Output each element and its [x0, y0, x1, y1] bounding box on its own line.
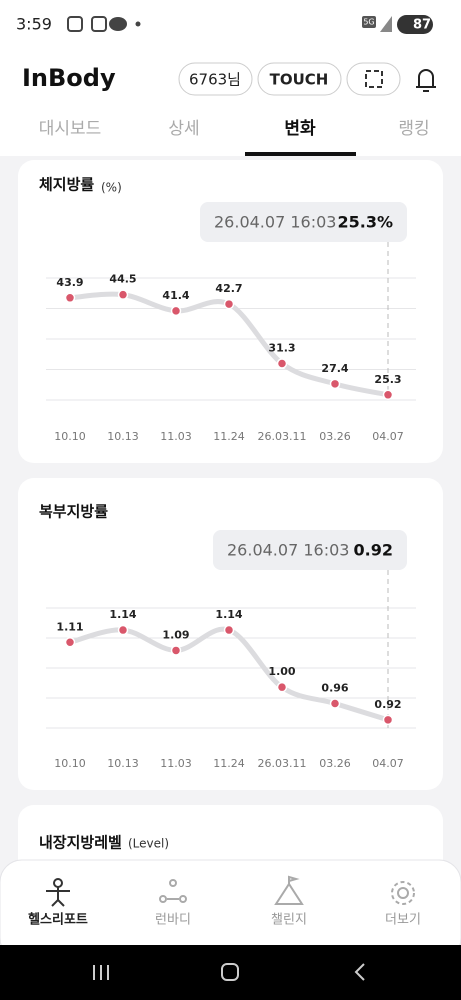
x-tick-label: 26.03.11 — [258, 757, 307, 770]
data-point — [170, 305, 182, 317]
data-point — [64, 292, 76, 304]
home-button[interactable] — [221, 963, 239, 981]
data-point — [276, 681, 288, 693]
tooltip — [200, 202, 407, 242]
qr-icon — [365, 70, 383, 88]
x-tick-label: 26.03.11 — [258, 430, 307, 443]
tooltip-value: 0.92 — [354, 541, 393, 560]
data-label: 25.3 — [374, 373, 401, 386]
x-tick-label: 10.10 — [54, 757, 86, 770]
nav-label-active[interactable]: 헬스리포트 — [28, 912, 88, 928]
data-label: 1.11 — [56, 620, 83, 633]
nav-icon — [159, 875, 415, 905]
data-point — [117, 624, 129, 636]
status-icon — [67, 16, 83, 32]
bell-icon[interactable] — [416, 69, 436, 92]
user-button[interactable] — [178, 62, 253, 96]
data-label: 27.4 — [321, 362, 348, 375]
data-label: 41.4 — [162, 289, 189, 302]
x-tick-label: 04.07 — [372, 430, 404, 443]
tab[interactable]: 상세 — [168, 119, 199, 139]
data-point — [117, 289, 129, 300]
x-tick-label: 11.24 — [213, 430, 245, 443]
x-tick-label: 10.13 — [107, 757, 139, 770]
tab-indicator — [245, 152, 356, 156]
data-label: 44.5 — [109, 273, 136, 286]
x-tick-label: 11.24 — [213, 757, 245, 770]
data-label: 42.7 — [215, 282, 242, 295]
x-tick-label: 10.10 — [54, 430, 86, 443]
data-point — [329, 378, 341, 390]
x-tick-label: 03.26 — [319, 430, 351, 443]
x-tick-label: 11.03 — [160, 757, 192, 770]
nav-icon — [46, 878, 70, 907]
x-tick-label: 04.07 — [372, 757, 404, 770]
system-nav — [0, 945, 461, 1000]
data-label: 31.3 — [268, 342, 295, 355]
tooltip-value: 25.3% — [337, 213, 393, 232]
data-label: 1.09 — [162, 628, 189, 641]
data-point — [223, 624, 235, 636]
data-point — [223, 298, 235, 310]
user-name[interactable]: 6763님 — [189, 71, 241, 89]
data-point — [382, 714, 394, 726]
clock: 3:59 — [16, 15, 52, 34]
data-point — [64, 637, 76, 648]
tab[interactable]: 랭킹 — [398, 119, 429, 139]
data-label: 1.14 — [215, 608, 242, 621]
chart-title: 체지방률 — [39, 176, 94, 194]
network: 5G — [363, 18, 374, 27]
status-icon — [91, 16, 107, 32]
nav-label[interactable]: 더보기 — [385, 913, 421, 928]
data-point — [170, 645, 182, 656]
tooltip-date: 26.04.07 16:03 — [214, 213, 336, 232]
card-title: 내장지방레벨 — [39, 834, 122, 852]
battery-level: 87 — [413, 18, 431, 33]
network-box — [362, 16, 376, 28]
status-icon — [109, 17, 127, 31]
data-label: 0.92 — [374, 698, 401, 711]
nav-label[interactable]: 런바디 — [155, 913, 191, 928]
data-point — [382, 389, 394, 401]
status-dot — [135, 21, 141, 27]
chart-title: 복부지방률 — [39, 503, 108, 521]
data-label: 0.96 — [321, 682, 348, 695]
tooltip — [213, 530, 407, 570]
data-label: 1.14 — [109, 608, 136, 621]
tooltip-date: 26.04.07 16:03 — [227, 541, 349, 560]
touch-button[interactable] — [257, 62, 342, 96]
battery — [397, 15, 433, 34]
x-tick-label: 10.13 — [107, 430, 139, 443]
qr-button[interactable] — [346, 62, 401, 96]
logo[interactable]: InBody — [22, 64, 116, 92]
x-tick-label: 11.03 — [160, 430, 192, 443]
back-button[interactable] — [354, 963, 365, 981]
data-label: 43.9 — [56, 276, 83, 289]
tab[interactable]: 대시보드 — [39, 119, 102, 139]
chart-unit: (%) — [101, 181, 122, 195]
signal — [380, 16, 392, 32]
data-point — [276, 358, 288, 369]
card-unit: (Level) — [128, 837, 169, 851]
touch-label[interactable]: TOUCH — [270, 71, 329, 89]
charts: 체지방률 (%) 43.9 10.10 44.5 10.13 41.4 11.03 42.7 11… — [39, 176, 416, 770]
x-tick-label: 03.26 — [319, 757, 351, 770]
recent-button[interactable] — [93, 965, 109, 980]
data-point — [329, 698, 341, 709]
data-label: 1.00 — [268, 665, 295, 678]
tab-active[interactable]: 변화 — [284, 119, 316, 139]
nav-label[interactable]: 챌린지 — [271, 913, 307, 928]
